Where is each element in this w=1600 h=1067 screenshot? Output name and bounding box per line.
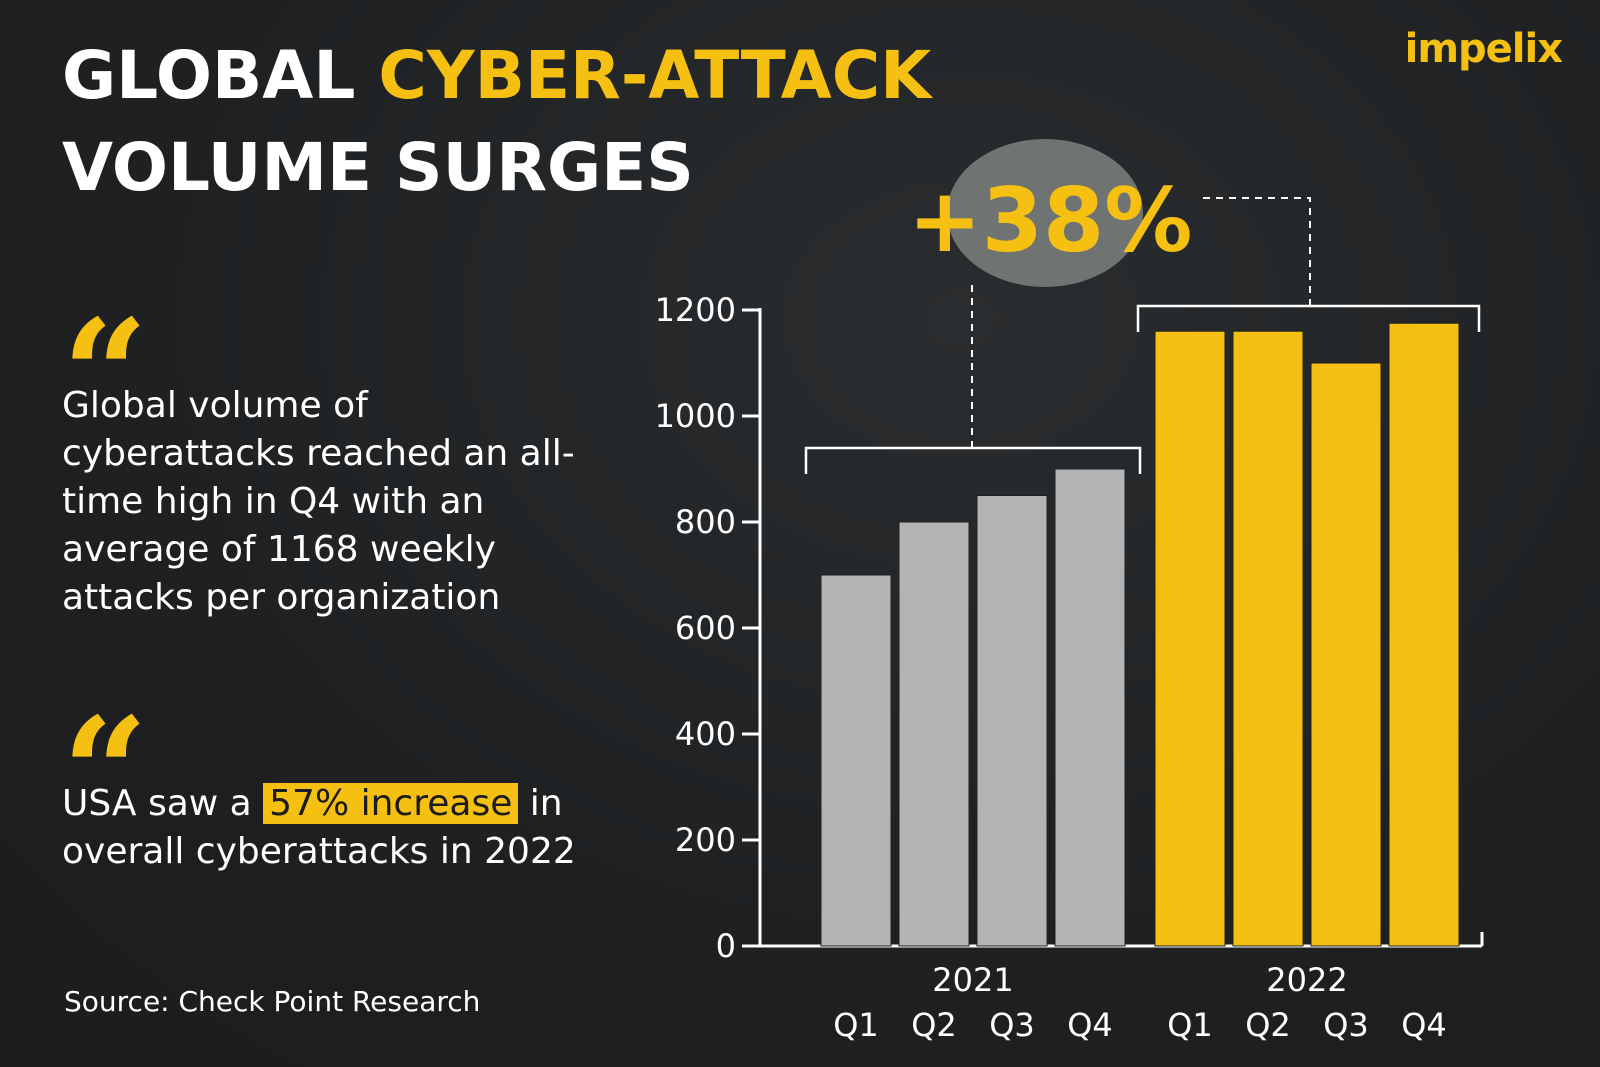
group-label-2021: 2021: [932, 961, 1013, 999]
y-tick-label: 800: [675, 503, 736, 541]
bar-2021-q2: [898, 521, 970, 947]
y-tick-label: 1000: [655, 397, 736, 435]
x-tick-label: Q2: [911, 1006, 957, 1044]
x-tick-label: Q1: [833, 1006, 879, 1044]
source-note: Source: Check Point Research: [64, 985, 481, 1018]
title-line2: VOLUME SURGES: [62, 129, 694, 206]
x-tick-label: Q4: [1401, 1006, 1447, 1044]
quote-1-text: Global volume of cyberattacks reached an…: [62, 385, 575, 618]
bar-2021-q4: [1054, 468, 1126, 947]
y-tick-label: 400: [675, 715, 736, 753]
bar-2021-q3: [976, 495, 1048, 947]
group-label-2022: 2022: [1266, 961, 1347, 999]
quote-2-before: USA saw a: [62, 783, 264, 824]
y-tick-label: 0: [716, 927, 736, 965]
y-tick-label: 1200: [655, 291, 736, 329]
bar-2022-q2: [1232, 330, 1304, 947]
page-title: GLOBAL CYBER-ATTACK VOLUME SURGES: [62, 30, 931, 214]
bar-2022-q4: [1388, 322, 1460, 947]
x-tick-label: Q3: [1323, 1006, 1369, 1044]
title-line1-accent: CYBER-ATTACK: [378, 37, 932, 114]
y-tick-label: 200: [675, 821, 736, 859]
quote-2-highlight: 57% increase: [263, 783, 519, 824]
title-line1-white: GLOBAL: [62, 37, 379, 114]
callout-percent: +38%: [908, 169, 1192, 272]
x-tick-label: Q4: [1067, 1006, 1113, 1044]
y-tick-label: 600: [675, 609, 736, 647]
quote-2-text: USA saw a 57% increase in overall cybera…: [62, 780, 582, 876]
callout-bubble: [947, 139, 1143, 287]
bar-2022-q1: [1154, 330, 1226, 947]
brand-logo: impelix: [1404, 26, 1563, 72]
quote-2-after: in overall cyberattacks in 2022: [62, 783, 576, 872]
x-tick-label: Q1: [1167, 1006, 1213, 1044]
connector-2022: [1200, 197, 1311, 306]
x-tick-label: Q2: [1245, 1006, 1291, 1044]
x-tick-label: Q3: [989, 1006, 1035, 1044]
bracket-2022: [1136, 304, 1481, 332]
bar-2022-q3: [1310, 362, 1382, 947]
bar-2021-q1: [820, 574, 892, 947]
